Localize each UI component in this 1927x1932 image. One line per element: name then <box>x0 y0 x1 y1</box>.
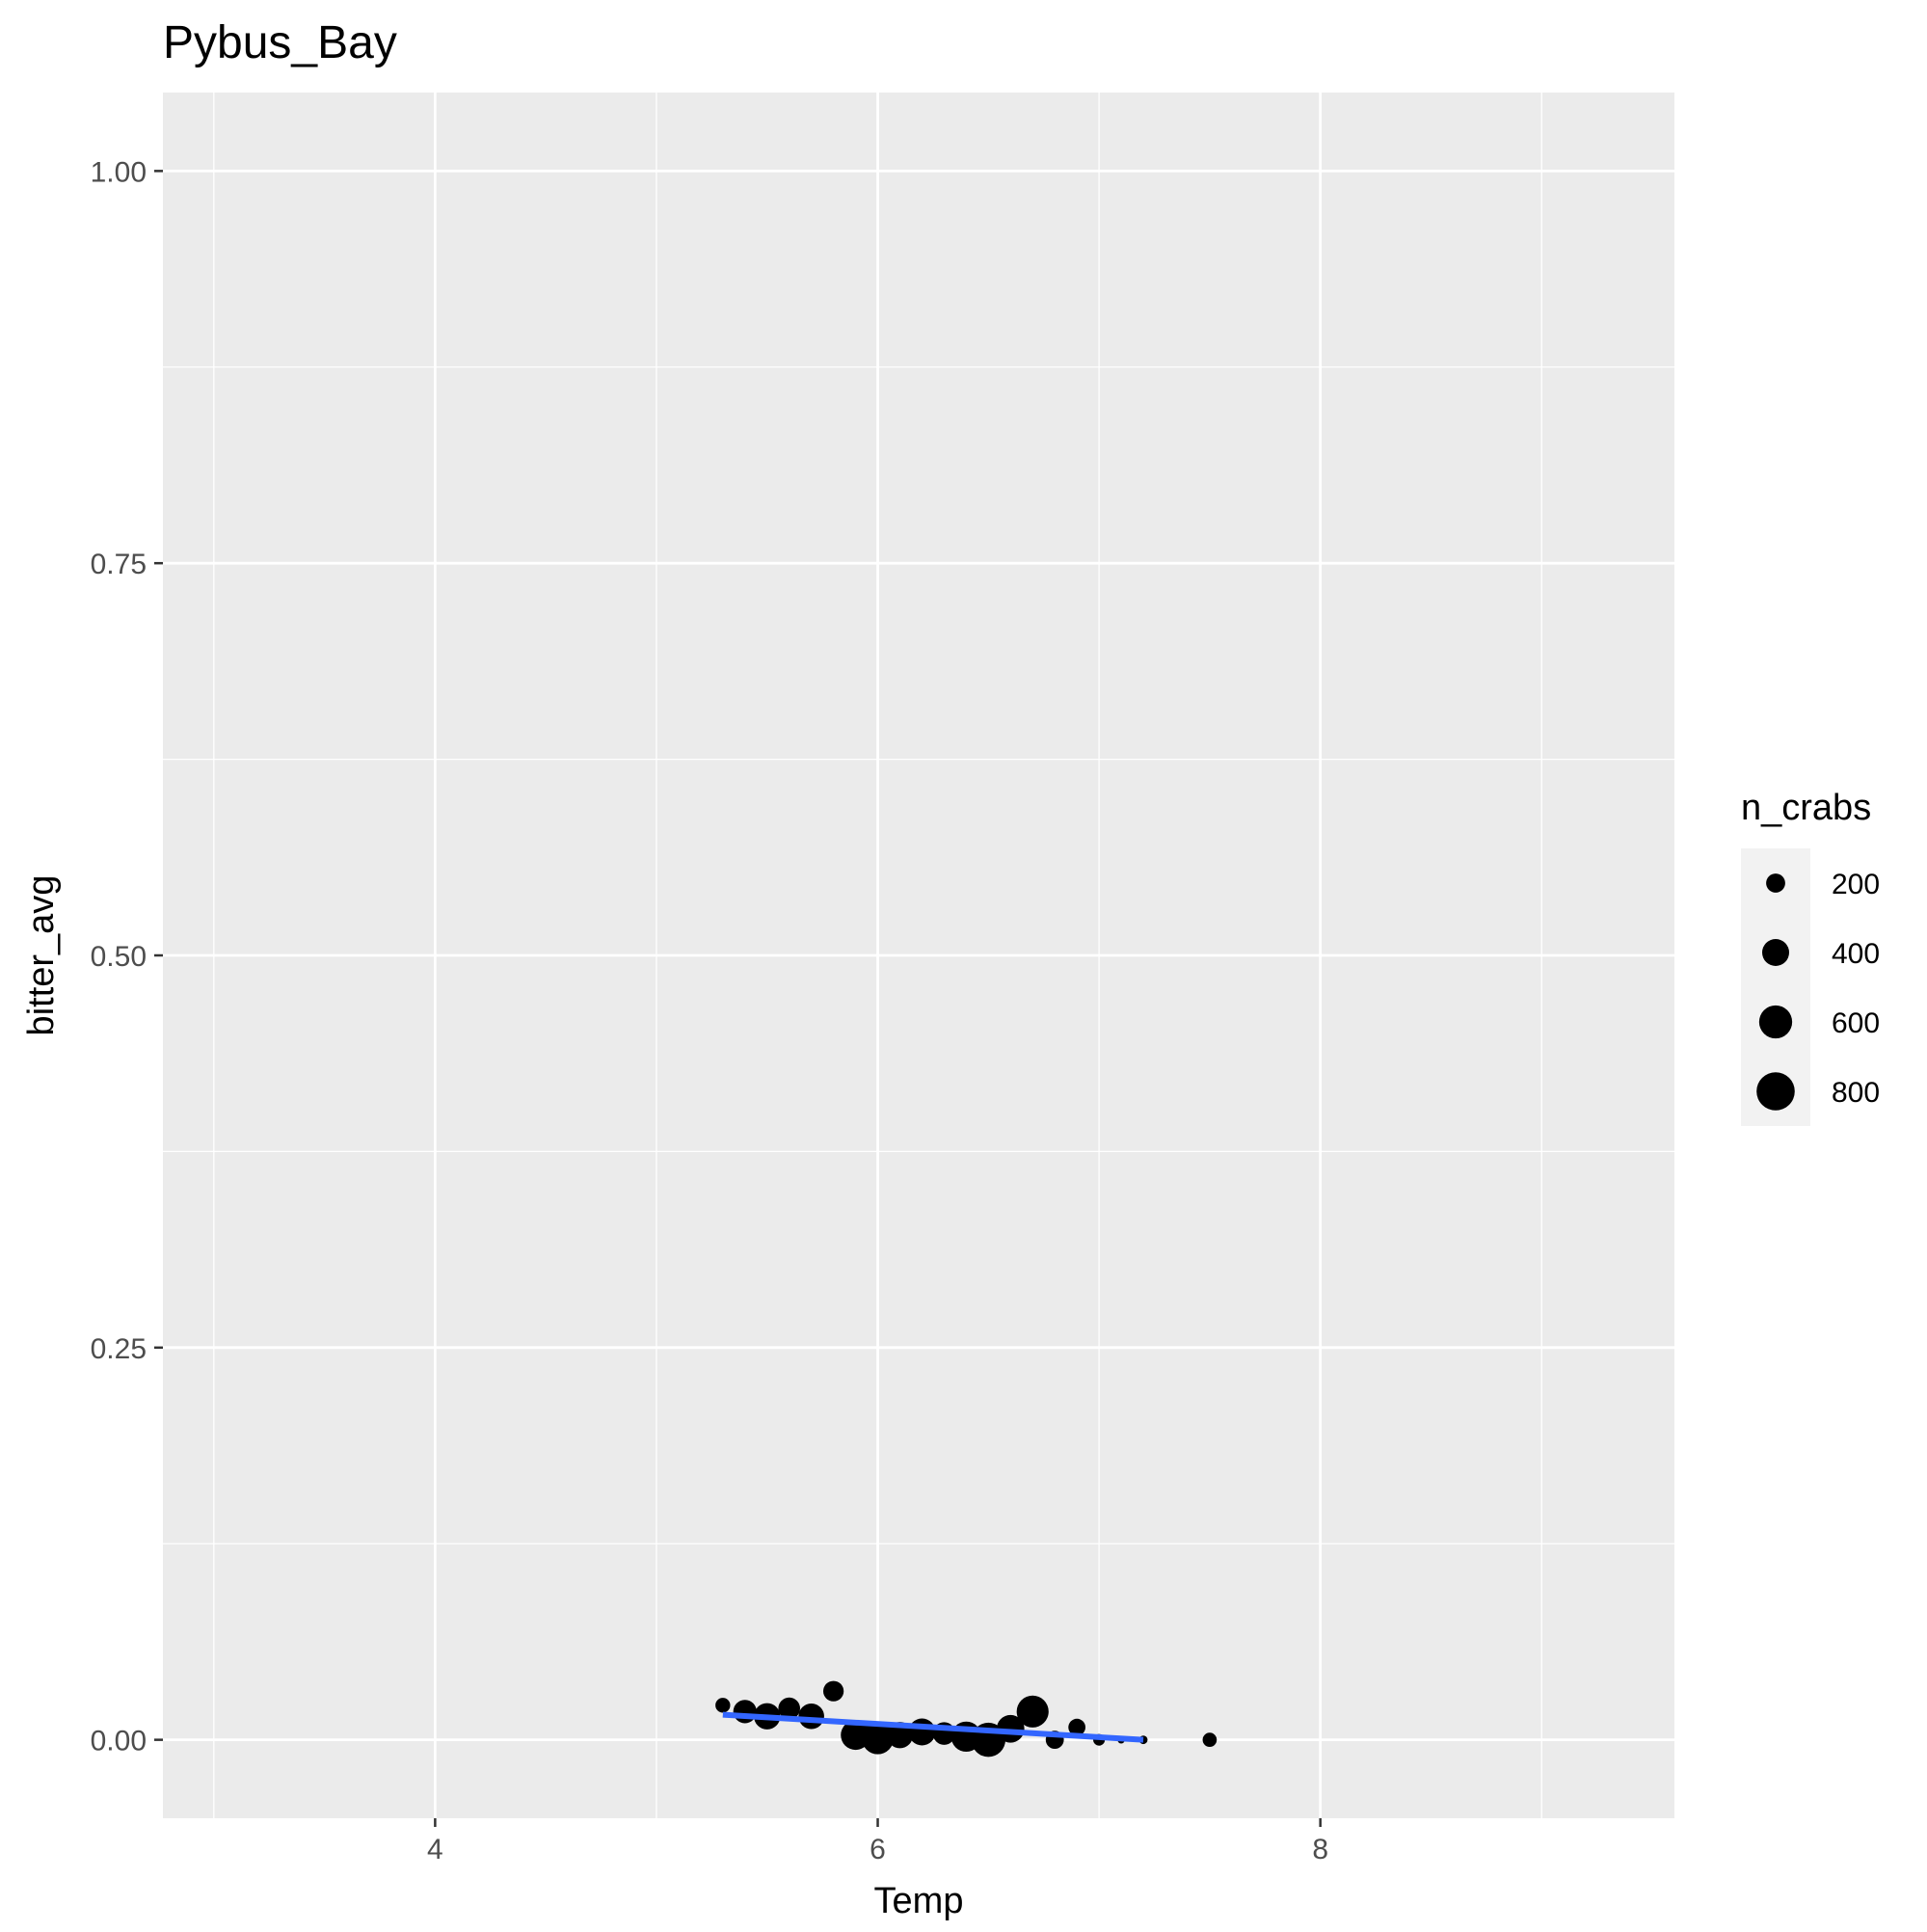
data-point <box>798 1703 824 1730</box>
data-point <box>1016 1695 1049 1728</box>
trend-line <box>722 1711 1144 1743</box>
x-axis-label: Temp <box>874 1881 964 1921</box>
legend-title: n_crabs <box>1741 788 1871 828</box>
x-tick-label: 4 <box>427 1834 443 1865</box>
legend-key-label: 800 <box>1832 1077 1880 1109</box>
axis-layer: 4 6 8 0.00 0.25 0.50 0.75 1.00 <box>91 156 1328 1865</box>
y-axis-label: bitter_avg <box>21 875 62 1036</box>
y-tick-label: 1.00 <box>91 156 147 188</box>
data-layer <box>715 1680 1218 1758</box>
y-tick-label: 0.00 <box>91 1726 147 1758</box>
x-tick-label: 6 <box>870 1834 886 1865</box>
data-point <box>822 1680 844 1702</box>
data-point <box>733 1700 757 1724</box>
y-tick-label: 0.50 <box>91 941 147 973</box>
legend-key-symbol <box>1762 939 1789 966</box>
y-tick-label: 0.75 <box>91 549 147 580</box>
legend-key-symbol <box>1766 873 1785 893</box>
data-point <box>861 1722 895 1755</box>
data-point <box>778 1697 800 1720</box>
data-point <box>715 1698 731 1713</box>
x-tick-label: 8 <box>1312 1834 1328 1865</box>
legend-key-symbol <box>1756 1072 1795 1111</box>
legend-keys: 200 400 600 800 <box>1741 848 1880 1126</box>
data-point <box>1068 1718 1086 1736</box>
legend-key-label: 200 <box>1832 869 1880 900</box>
chart-title: Pybus_Bay <box>163 17 397 68</box>
legend: n_crabs 200 400 600 800 <box>1741 788 1880 1126</box>
data-point <box>1202 1732 1218 1747</box>
y-tick-label: 0.25 <box>91 1333 147 1365</box>
grid-major <box>163 93 1674 1818</box>
data-point <box>908 1718 936 1746</box>
data-point <box>996 1714 1025 1743</box>
legend-key-label: 600 <box>1832 1007 1880 1039</box>
legend-key-label: 400 <box>1832 938 1880 970</box>
legend-key-symbol <box>1758 1005 1793 1039</box>
